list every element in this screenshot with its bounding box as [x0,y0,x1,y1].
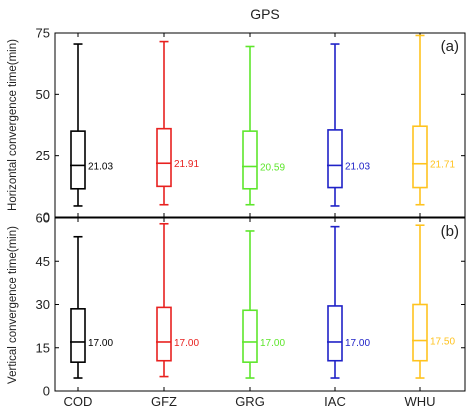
figure-title: GPS [250,6,280,22]
box-gfz: 17.00 [156,222,199,378]
panel-horizontal: 0 25 50 75 Horizontal convergence time(min) (… [7,26,466,225]
x-tick-label: GRG [235,394,265,409]
iqr-box [327,305,343,362]
y-tick-label: 60 [36,211,50,226]
median-label: 21.91 [174,159,199,170]
iqr-box [70,130,86,190]
y-axis-label: Horizontal convergence time(min) [7,39,19,211]
box-grg: 20.59 [242,45,285,206]
median-label: 21.71 [430,160,455,171]
iqr-box [412,303,428,362]
median-label: 17.50 [430,337,455,348]
median-label: 21.03 [345,161,370,172]
panel-label: (b) [441,223,459,240]
box-cod: 21.03 [70,43,113,207]
y-tick-label: 0 [43,210,50,225]
box-cod: 17.00 [70,235,113,379]
iqr-box [412,125,428,189]
iqr-box [327,129,343,189]
y-tick-label: 30 [36,297,50,312]
x-tick-label: WHU [404,394,435,409]
y-tick-label: 0 [43,384,50,399]
iqr-box [242,130,258,190]
box-iac: 17.00 [327,225,370,379]
y-axis-label: Vertical convergence time(min) [7,226,19,384]
x-tick-label: GFZ [151,394,177,409]
median-label: 17.00 [345,338,370,349]
axes-frame [54,32,466,218]
median-label: 17.00 [260,338,285,349]
y-tick-label: 50 [36,87,50,102]
iqr-box [70,308,86,363]
iqr-box [156,127,172,188]
box-whu: 17.50 [412,224,455,379]
panel-label: (a) [441,38,459,55]
median-label: 17.00 [174,338,199,349]
x-tick-label: COD [64,394,93,409]
y-tick-label: 25 [36,148,50,163]
median-label: 21.03 [88,161,113,172]
iqr-box [242,309,258,363]
panel-vertical: 0 15 30 45 60 Vertical convergence time(min) (… [7,211,466,409]
y-tick-label: 15 [36,340,50,355]
median-label: 17.00 [88,338,113,349]
axes-frame [54,217,466,392]
box-whu: 21.71 [412,34,455,206]
x-tick-label: IAC [324,394,346,409]
box-grg: 17.00 [242,230,285,379]
y-tick-label: 75 [36,26,50,41]
y-tick-label: 45 [36,254,50,269]
box-iac: 21.03 [327,43,370,207]
box-gfz: 21.91 [156,40,199,206]
iqr-box [156,306,172,362]
median-label: 20.59 [260,162,285,173]
